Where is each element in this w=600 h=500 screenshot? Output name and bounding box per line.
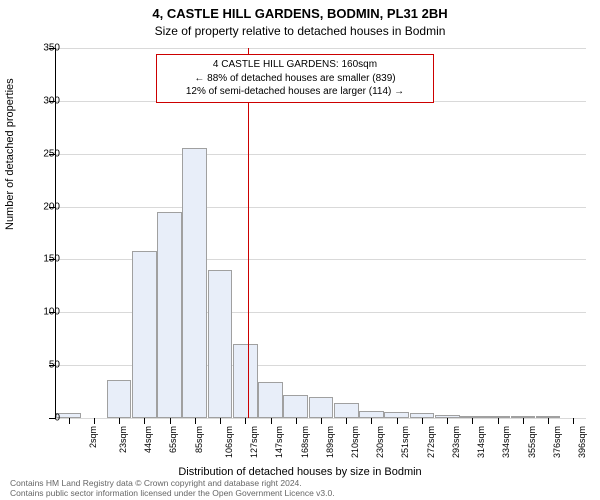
x-tick	[170, 418, 171, 424]
x-tick	[422, 418, 423, 424]
x-tick	[371, 418, 372, 424]
histogram-bar	[359, 411, 384, 418]
callout-line-2: ← 88% of detached houses are smaller (83…	[165, 72, 425, 86]
plot-area: 4 CASTLE HILL GARDENS: 160sqm← 88% of de…	[55, 48, 586, 419]
chart-container: 4, CASTLE HILL GARDENS, BODMIN, PL31 2BH…	[0, 0, 600, 500]
y-tick-label: 150	[25, 254, 60, 265]
x-tick	[245, 418, 246, 424]
histogram-bar	[157, 212, 182, 418]
footer-line-2: Contains public sector information licen…	[10, 488, 590, 498]
x-tick	[523, 418, 524, 424]
title-main: 4, CASTLE HILL GARDENS, BODMIN, PL31 2BH	[0, 6, 600, 21]
histogram-bar	[233, 344, 258, 418]
x-tick-label: 355sqm	[527, 426, 537, 458]
x-tick	[195, 418, 196, 424]
y-tick-label: 50	[25, 360, 60, 371]
grid-line	[56, 154, 586, 155]
footer-line-1: Contains HM Land Registry data © Crown c…	[10, 478, 590, 488]
marker-line	[248, 48, 249, 418]
histogram-bar	[182, 148, 207, 418]
y-axis-title: Number of detached properties	[4, 78, 16, 230]
x-tick-label: 106sqm	[224, 426, 234, 458]
x-tick-label: 65sqm	[168, 426, 178, 453]
histogram-bar	[132, 251, 157, 418]
x-tick	[271, 418, 272, 424]
histogram-bar	[208, 270, 233, 418]
x-tick	[472, 418, 473, 424]
callout-box: 4 CASTLE HILL GARDENS: 160sqm← 88% of de…	[156, 54, 434, 103]
x-tick-label: 147sqm	[274, 426, 284, 458]
histogram-bar	[258, 382, 283, 418]
x-tick-label: 376sqm	[552, 426, 562, 458]
x-tick-label: 251sqm	[401, 426, 411, 458]
x-tick-label: 85sqm	[194, 426, 204, 453]
callout-line-3: 12% of semi-detached houses are larger (…	[165, 85, 425, 99]
x-tick	[296, 418, 297, 424]
y-tick-label: 300	[25, 95, 60, 106]
x-tick-label: 272sqm	[426, 426, 436, 458]
x-tick	[346, 418, 347, 424]
x-tick-label: 293sqm	[451, 426, 461, 458]
x-tick	[119, 418, 120, 424]
x-tick	[321, 418, 322, 424]
x-tick	[94, 418, 95, 424]
y-tick-label: 100	[25, 307, 60, 318]
x-tick	[447, 418, 448, 424]
x-tick	[548, 418, 549, 424]
x-tick-label: 314sqm	[476, 426, 486, 458]
grid-line	[56, 207, 586, 208]
histogram-bar	[283, 395, 308, 418]
y-tick-label: 0	[25, 413, 60, 424]
x-tick	[498, 418, 499, 424]
x-tick-label: 230sqm	[375, 426, 385, 458]
x-tick	[397, 418, 398, 424]
x-tick-label: 168sqm	[300, 426, 310, 458]
x-tick-label: 210sqm	[350, 426, 360, 458]
x-tick	[144, 418, 145, 424]
x-tick-label: 2sqm	[88, 426, 98, 448]
histogram-bar	[334, 403, 359, 418]
x-tick-label: 23sqm	[118, 426, 128, 453]
y-tick-label: 250	[25, 148, 60, 159]
x-tick-label: 127sqm	[249, 426, 259, 458]
y-tick-label: 350	[25, 43, 60, 54]
y-tick-label: 200	[25, 201, 60, 212]
x-axis-title: Distribution of detached houses by size …	[0, 466, 600, 478]
x-tick	[573, 418, 574, 424]
footer-text: Contains HM Land Registry data © Crown c…	[10, 478, 590, 498]
x-tick-label: 334sqm	[501, 426, 511, 458]
grid-line	[56, 48, 586, 49]
histogram-bar	[309, 397, 334, 418]
x-tick	[69, 418, 70, 424]
title-sub: Size of property relative to detached ho…	[0, 24, 600, 38]
x-tick-label: 189sqm	[325, 426, 335, 458]
x-tick-label: 44sqm	[143, 426, 153, 453]
x-tick-label: 396sqm	[577, 426, 587, 458]
histogram-bar	[107, 380, 132, 418]
x-tick	[220, 418, 221, 424]
callout-line-1: 4 CASTLE HILL GARDENS: 160sqm	[165, 58, 425, 72]
